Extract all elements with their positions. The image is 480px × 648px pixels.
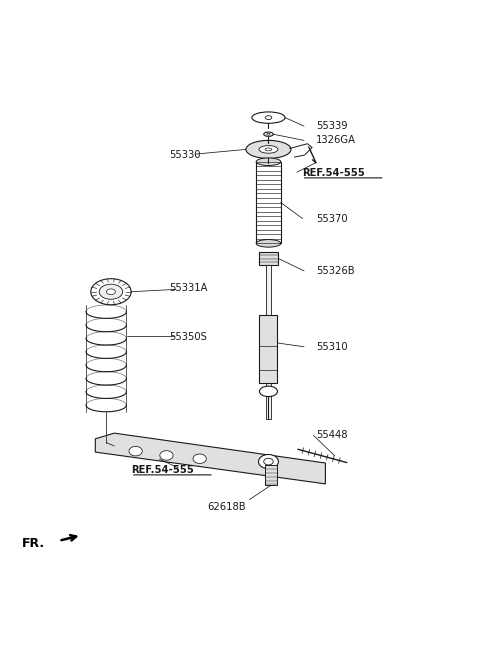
- Ellipse shape: [259, 454, 278, 469]
- Ellipse shape: [193, 454, 206, 463]
- Ellipse shape: [256, 158, 281, 165]
- Ellipse shape: [91, 279, 131, 305]
- Ellipse shape: [252, 112, 285, 123]
- Text: 62618B: 62618B: [207, 502, 245, 512]
- Text: 55326B: 55326B: [316, 266, 355, 276]
- Ellipse shape: [246, 141, 291, 158]
- Ellipse shape: [264, 458, 273, 465]
- Polygon shape: [96, 433, 325, 484]
- Ellipse shape: [267, 133, 270, 135]
- Text: 55339: 55339: [316, 121, 348, 131]
- FancyBboxPatch shape: [266, 265, 271, 419]
- Ellipse shape: [160, 450, 173, 460]
- Text: 55330: 55330: [169, 150, 200, 159]
- Ellipse shape: [264, 459, 277, 469]
- Text: 55350S: 55350S: [169, 332, 207, 342]
- Ellipse shape: [256, 240, 281, 247]
- Ellipse shape: [264, 132, 273, 136]
- Text: 55331A: 55331A: [169, 283, 207, 294]
- FancyBboxPatch shape: [260, 314, 277, 384]
- Text: 55448: 55448: [316, 430, 348, 441]
- Text: FR.: FR.: [22, 537, 45, 550]
- Ellipse shape: [265, 148, 272, 151]
- Ellipse shape: [129, 446, 142, 456]
- Text: 55370: 55370: [316, 214, 348, 224]
- Ellipse shape: [107, 289, 115, 295]
- FancyBboxPatch shape: [264, 465, 277, 485]
- Ellipse shape: [260, 386, 277, 397]
- Ellipse shape: [265, 116, 272, 119]
- Text: 55310: 55310: [316, 341, 348, 352]
- FancyBboxPatch shape: [259, 252, 278, 265]
- Text: REF.54-555: REF.54-555: [301, 168, 364, 178]
- Text: REF.54-555: REF.54-555: [131, 465, 193, 475]
- Ellipse shape: [99, 284, 123, 299]
- Text: 1326GA: 1326GA: [316, 135, 356, 145]
- Ellipse shape: [259, 146, 278, 153]
